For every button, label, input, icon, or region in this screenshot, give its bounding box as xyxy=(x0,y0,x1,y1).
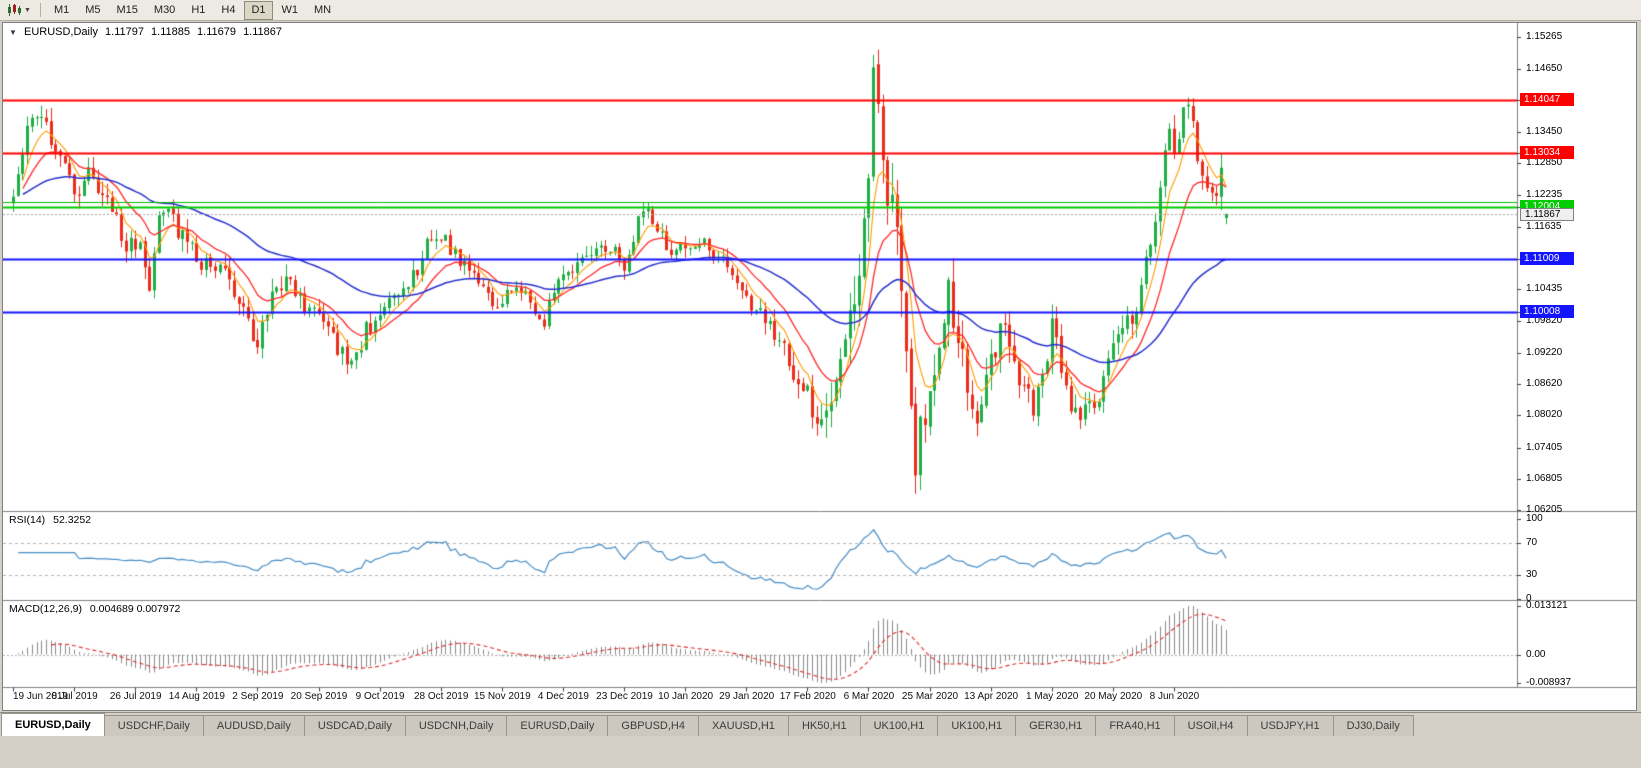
price-axis-tick: 1.11635 xyxy=(1526,220,1562,232)
price-axis-tick: 1.12850 xyxy=(1526,157,1563,169)
timeframe-buttons: M1 M5 M15 M30 H1 H4 D1 W1 MN xyxy=(46,0,339,20)
rsi-name-label: RSI(14) xyxy=(9,514,46,526)
bar-high-value: 1.11885 xyxy=(151,26,190,38)
bar-open-value: 1.11797 xyxy=(105,26,144,38)
date-axis-label: 8 Jul 2019 xyxy=(51,691,98,702)
chart-tab-0[interactable]: EURUSD,Daily xyxy=(1,713,105,736)
date-axis-label: 29 Jan 2020 xyxy=(719,691,775,702)
timeframe-h4-button[interactable]: H4 xyxy=(221,3,236,16)
chart-symbol-label: EURUSD,Daily xyxy=(23,26,98,38)
chart-tab-11[interactable]: GER30,H1 xyxy=(1015,715,1097,736)
price-axis-tick: 1.13450 xyxy=(1526,125,1563,137)
chart-header: ▼ EURUSD,Daily 1.11797 1.11885 1.11679 1… xyxy=(9,26,286,38)
chart-tab-7[interactable]: XAUUSD,H1 xyxy=(697,715,789,736)
price-axis-tick: 1.10435 xyxy=(1526,283,1563,295)
price-axis-tick: 1.06205 xyxy=(1526,504,1563,516)
date-axis-label: 20 Sep 2019 xyxy=(290,691,348,702)
date-axis-label: 8 Jun 2020 xyxy=(1149,691,1200,702)
rsi-value-label: 52.3252 xyxy=(53,514,92,526)
chart-tab-3[interactable]: USDCAD,Daily xyxy=(303,715,406,736)
price-axis-tick: 1.09820 xyxy=(1526,315,1563,327)
price-axis-tick: 1.12235 xyxy=(1526,189,1563,201)
timeframe-toolbar: ▼ M1 M5 M15 M30 H1 H4 D1 W1 MN xyxy=(0,0,1641,21)
date-axis-label: 17 Feb 2020 xyxy=(779,691,836,702)
chart-tab-6[interactable]: GBPUSD,H4 xyxy=(607,715,699,736)
chart-tab-1[interactable]: USDCHF,Daily xyxy=(103,715,204,736)
date-axis-label: 9 Oct 2019 xyxy=(355,691,405,702)
date-axis-label: 14 Aug 2019 xyxy=(168,691,225,702)
timeframe-d1-button[interactable]: D1 xyxy=(244,0,273,20)
date-axis-label: 2 Sep 2019 xyxy=(232,691,284,702)
macd-axis-tick: 0.013121 xyxy=(1526,600,1568,611)
date-axis-label: 23 Dec 2019 xyxy=(596,691,653,702)
one-click-trading-arrow[interactable]: ▼ xyxy=(9,28,17,37)
price-axis-tick: 1.15265 xyxy=(1526,30,1563,42)
macd-name-label: MACD(12,26,9) xyxy=(9,603,82,615)
price-line-label: 1.11009 xyxy=(1520,252,1574,266)
date-axis-label: 20 May 2020 xyxy=(1084,691,1143,702)
candlestick-chart-icon xyxy=(8,4,21,16)
price-line-label: 1.10008 xyxy=(1520,304,1574,318)
price-line-label: 1.13034 xyxy=(1520,146,1574,160)
price-axis-tick: 1.14650 xyxy=(1526,62,1563,74)
price-line-label: 1.14047 xyxy=(1520,93,1574,107)
macd-axis-tick: 0.00 xyxy=(1526,648,1546,660)
macd-axis-tick: -0.008937 xyxy=(1526,677,1572,688)
timeframe-h1-button[interactable]: H1 xyxy=(191,3,206,16)
macd-header: MACD(12,26,9) 0.004689 0.007972 xyxy=(9,603,185,615)
chart-canvas[interactable] xyxy=(3,23,1636,710)
date-axis-label: 4 Dec 2019 xyxy=(537,691,589,702)
chart-tab-10[interactable]: UK100,H1 xyxy=(937,715,1017,736)
timeframe-mn-button[interactable]: MN xyxy=(314,3,332,16)
bar-low-value: 1.11679 xyxy=(197,26,236,38)
chart-tab-14[interactable]: USDJPY,H1 xyxy=(1246,715,1334,736)
current-price-label: 1.11867 xyxy=(1520,208,1574,222)
date-axis-label: 10 Jan 2020 xyxy=(658,691,714,702)
chart-tab-13[interactable]: USOil,H4 xyxy=(1173,715,1248,736)
price-axis-tick: 1.07405 xyxy=(1526,441,1563,453)
toolbar-separator xyxy=(39,3,41,17)
price-axis-tick: 1.08620 xyxy=(1526,378,1563,390)
date-axis-label: 1 May 2020 xyxy=(1026,691,1079,702)
chart-tab-12[interactable]: FRA40,H1 xyxy=(1095,715,1175,736)
rsi-axis-tick: 100 xyxy=(1526,513,1543,524)
macd-value-label: 0.004689 0.007972 xyxy=(89,603,181,615)
rsi-header: RSI(14) 52.3252 xyxy=(9,514,96,526)
date-axis-label: 25 Mar 2020 xyxy=(901,691,959,702)
date-axis-label: 28 Oct 2019 xyxy=(413,691,469,702)
date-axis-label: 15 Nov 2019 xyxy=(473,691,531,702)
date-axis-label: 26 Jul 2019 xyxy=(109,691,162,702)
timeframe-m1-button[interactable]: M1 xyxy=(53,3,70,16)
chart-tab-15[interactable]: DJ30,Daily xyxy=(1332,715,1414,736)
date-axis-label: 13 Apr 2020 xyxy=(964,691,1019,702)
bar-close-value: 1.11867 xyxy=(243,26,283,38)
rsi-axis-tick: 0 xyxy=(1526,593,1532,604)
date-axis-label: 6 Mar 2020 xyxy=(843,691,895,702)
chevron-down-icon: ▼ xyxy=(24,6,31,14)
chart-tab-5[interactable]: EURUSD,Daily xyxy=(506,715,609,736)
rsi-axis-tick: 70 xyxy=(1526,537,1538,548)
price-axis-tick: 1.06805 xyxy=(1526,472,1563,484)
chart-tabbar: EURUSD,Daily USDCHF,Daily AUDUSD,Daily USDC… xyxy=(0,712,1641,736)
timeframe-m5-button[interactable]: M5 xyxy=(85,3,101,16)
chart-tab-9[interactable]: UK100,H1 xyxy=(859,715,939,736)
timeframe-m15-button[interactable]: M15 xyxy=(116,3,138,16)
price-axis-tick: 1.08020 xyxy=(1526,409,1563,421)
chart-type-button[interactable]: ▼ xyxy=(3,3,35,17)
timeframe-w1-button[interactable]: W1 xyxy=(281,3,299,16)
date-axis-label: 19 Jun 2019 xyxy=(13,691,69,702)
chart-window: ▼ EURUSD,Daily 1.11797 1.11885 1.11679 1… xyxy=(2,22,1637,711)
chart-tab-4[interactable]: USDCNH,Daily xyxy=(404,715,508,736)
rsi-axis-tick: 30 xyxy=(1526,569,1538,580)
timeframe-m30-button[interactable]: M30 xyxy=(153,3,176,16)
price-axis-tick: 1.09220 xyxy=(1526,346,1563,358)
chart-tab-2[interactable]: AUDUSD,Daily xyxy=(202,715,305,736)
chart-tab-8[interactable]: HK50,H1 xyxy=(787,715,861,736)
